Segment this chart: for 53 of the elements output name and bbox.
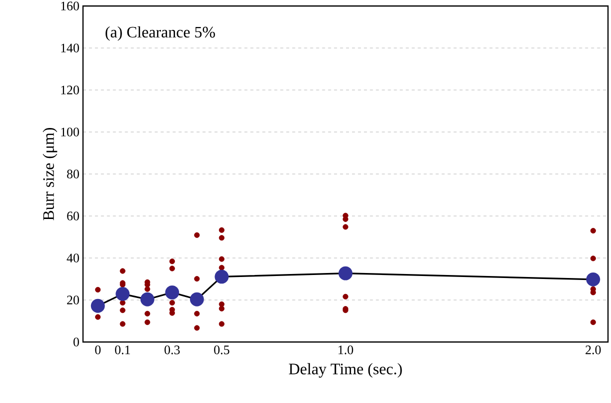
y-tick-label: 40 [66,254,79,262]
y-tick-label: 100 [61,128,79,136]
point [120,268,126,274]
x-tick-label: 0.1 [115,346,130,354]
point [342,294,348,300]
point [144,286,150,292]
point [90,298,105,313]
x-tick-label: 0 [95,346,101,354]
point [144,319,150,326]
point [218,227,224,233]
point [590,319,596,326]
point [586,272,600,286]
y-tick-label: 120 [61,86,79,94]
y-tick-label: 0 [74,338,79,346]
y-tick-label: 140 [61,44,79,52]
point [194,325,200,331]
point [169,266,175,272]
point [116,286,130,301]
x-tick-label: 2.0 [586,346,601,354]
point [120,321,126,327]
y-axis-title: Burr size (μm) [42,128,58,220]
point [165,285,180,300]
point [590,228,596,234]
point [338,266,352,280]
point [95,286,101,292]
y-tick-label: 20 [67,296,79,304]
point [218,256,224,262]
point [95,314,101,320]
point [140,292,154,306]
point [144,310,150,316]
x-tick-label: 0.5 [214,346,230,354]
point [342,224,348,230]
point [590,256,596,262]
point [214,270,229,284]
x-axis-title: Delay Time (sec.) [288,363,402,378]
x-tick-label: 1.0 [338,346,354,354]
point [169,258,175,264]
point [218,235,224,241]
y-tick-label: 160 [61,2,79,10]
point [218,301,224,307]
x-tick-label: 0.3 [164,346,180,354]
point [218,321,224,327]
y-tick-label: 80 [67,170,79,178]
point [194,310,200,316]
annotation: (a) Clearance 5% [106,26,215,41]
point [218,306,224,312]
point [194,276,200,282]
y-tick-label: 60 [67,212,79,220]
point [218,264,224,270]
point [190,292,204,306]
point [194,232,200,238]
point [120,308,126,314]
point [169,300,175,306]
